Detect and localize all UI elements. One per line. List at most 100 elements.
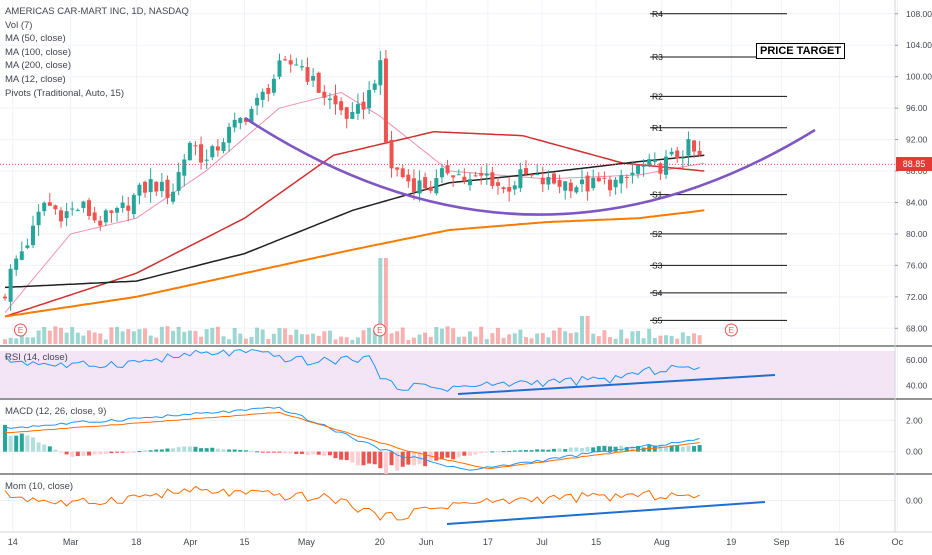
earnings-marker-label: E <box>18 326 23 335</box>
macd-histogram-bar <box>512 450 517 452</box>
volume-bar <box>602 330 607 344</box>
macd-histogram-bar <box>574 447 579 452</box>
candle-body <box>187 142 192 161</box>
macd-signal-line <box>4 411 700 469</box>
macd-histogram-bar <box>355 451 360 466</box>
volume-bar <box>115 326 120 344</box>
macd-histogram-bar <box>25 435 30 452</box>
candle-body <box>283 59 288 61</box>
candle-body <box>636 165 641 174</box>
candle-body <box>227 126 232 143</box>
macd-histogram-bar <box>585 447 590 452</box>
candle-body <box>165 179 170 198</box>
volume-bar <box>479 326 484 344</box>
macd-histogram-bar <box>529 450 534 452</box>
candle-body <box>115 207 120 213</box>
candle-body <box>238 117 243 124</box>
volume-bar <box>395 331 400 344</box>
macd-histogram-bar <box>19 433 24 452</box>
volume-bar <box>131 331 136 344</box>
y-tick-label: 68.00 <box>906 323 928 333</box>
volume-bar <box>36 330 41 344</box>
candle-body <box>204 159 209 161</box>
pivot-label: R4 <box>652 9 663 19</box>
candle-body <box>652 159 657 162</box>
volume-bar <box>636 330 641 344</box>
volume-bar <box>232 327 237 344</box>
macd-histogram-bar <box>42 444 47 452</box>
moving-average-line <box>4 154 705 289</box>
volume-bar <box>159 326 164 344</box>
volume-bar <box>367 327 372 344</box>
volume-bar <box>523 337 528 344</box>
macd-histogram-bar <box>495 451 500 453</box>
legend-ma100: MA (100, close) <box>5 46 71 58</box>
macd-histogram-bar <box>467 451 472 456</box>
macd-histogram-bar <box>501 451 506 453</box>
macd-histogram-bar <box>271 451 276 453</box>
macd-histogram-bar <box>131 451 136 453</box>
volume-bar <box>406 339 411 344</box>
volume-bar <box>697 335 702 344</box>
macd-histogram-bar <box>187 446 192 452</box>
candle-body <box>294 64 299 66</box>
candle-body <box>126 205 131 211</box>
macd-histogram-bar <box>591 447 596 452</box>
candle-body <box>171 191 176 202</box>
macd-histogram-bar <box>36 442 41 452</box>
rsi-y-tick-label: 40.00 <box>906 380 928 390</box>
y-tick-label: 92.00 <box>906 135 928 145</box>
candle-body <box>456 174 461 176</box>
volume-bar <box>692 333 697 344</box>
macd-histogram-bar <box>294 451 299 454</box>
candle-body <box>445 165 450 174</box>
mom-pane-label: Mom (10, close) <box>5 481 74 492</box>
volume-bar <box>630 331 635 344</box>
macd-histogram-bar <box>171 448 176 452</box>
volume-bar <box>126 329 131 344</box>
volume-bar <box>378 258 383 344</box>
candle-body <box>266 88 271 94</box>
candle-body <box>540 177 545 185</box>
volume-bar <box>428 336 433 344</box>
volume-bar <box>462 336 467 344</box>
macd-histogram-bar <box>81 451 86 456</box>
volume-bar <box>339 336 344 344</box>
candle-body <box>137 184 142 196</box>
macd-layer <box>3 406 702 474</box>
macd-histogram-bar <box>47 446 52 452</box>
volume-bar <box>103 339 108 344</box>
macd-histogram-bar <box>361 451 366 466</box>
volume-bar <box>98 333 103 344</box>
macd-histogram-bar <box>378 451 383 469</box>
volume-bar <box>243 338 248 344</box>
macd-histogram-bar <box>389 451 394 466</box>
y-tick-label: 88.00 <box>906 166 928 176</box>
macd-histogram-bar <box>283 451 288 454</box>
candle-body <box>249 108 254 122</box>
x-tick-label: Sep <box>774 537 790 547</box>
macd-histogram-bar <box>53 449 58 452</box>
earnings-marker <box>13 323 27 337</box>
macd-histogram-bar <box>193 446 198 452</box>
candle-body <box>372 83 377 90</box>
volume-bar <box>294 329 299 344</box>
pivot-layer: R4 R3 R2 R1 S1 S2 S3 S4 S5 <box>650 9 787 325</box>
candle-body <box>154 181 159 192</box>
macd-histogram-bar <box>423 451 428 467</box>
axes-layer: 14 Mar 18 Apr 15 May 20 Jun 17 Jul 15 Aug 19 Sep 16 Oc 6… <box>8 9 932 547</box>
earnings-marker <box>373 323 387 337</box>
macd-histogram-bar <box>109 451 114 454</box>
macd-histogram-bar <box>277 451 282 453</box>
candle-body <box>75 209 80 211</box>
volume-bar <box>383 258 388 344</box>
volume-bar <box>355 337 360 344</box>
y-tick-label: 108.00 <box>906 9 932 19</box>
macd-histogram-bar <box>165 448 170 452</box>
macd-histogram-bar <box>249 450 254 452</box>
volume-bar <box>182 331 187 344</box>
volume-bar <box>591 333 596 344</box>
candle-body <box>53 205 58 210</box>
volume-bar <box>613 338 618 344</box>
macd-y-tick-label: 0.00 <box>906 447 923 457</box>
